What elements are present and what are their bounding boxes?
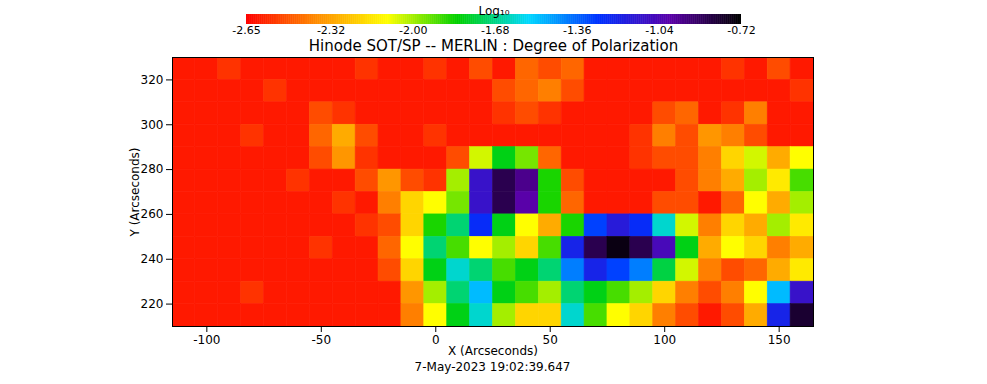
svg-text:-2.00: -2.00 [399,24,427,37]
svg-text:240: 240 [141,252,164,266]
svg-text:Log₁₀: Log₁₀ [478,4,509,18]
svg-text:100: 100 [653,333,676,347]
svg-text:-2.65: -2.65 [232,24,260,37]
svg-text:50: 50 [543,333,558,347]
html-text:7-May-2023 19:02:39.647: 7-May-2023 19:02:39.647 [414,360,571,374]
svg-text:-0.72: -0.72 [727,24,755,37]
svg-text:150: 150 [768,333,791,347]
svg-text:-100: -100 [193,333,220,347]
svg-text:300: 300 [141,118,164,132]
svg-text:-1.04: -1.04 [645,24,673,37]
svg-text:220: 220 [141,297,164,311]
html-text:Hinode SOT/SP -- MERLIN : Degr: Hinode SOT/SP -- MERLIN : Degree of Pola… [308,37,679,55]
svg-text:X (Arcseconds): X (Arcseconds) [448,344,538,358]
svg-text:-1.36: -1.36 [563,24,591,37]
svg-text:-2.32: -2.32 [317,24,345,37]
svg-text:0: 0 [432,333,440,347]
svg-text:-50: -50 [311,333,331,347]
svg-text:Y (Arcseconds): Y (Arcseconds) [128,147,142,237]
svg-text:260: 260 [141,207,164,221]
svg-text:-1.68: -1.68 [481,24,509,37]
svg-text:320: 320 [141,73,164,87]
svg-text:280: 280 [141,162,164,176]
